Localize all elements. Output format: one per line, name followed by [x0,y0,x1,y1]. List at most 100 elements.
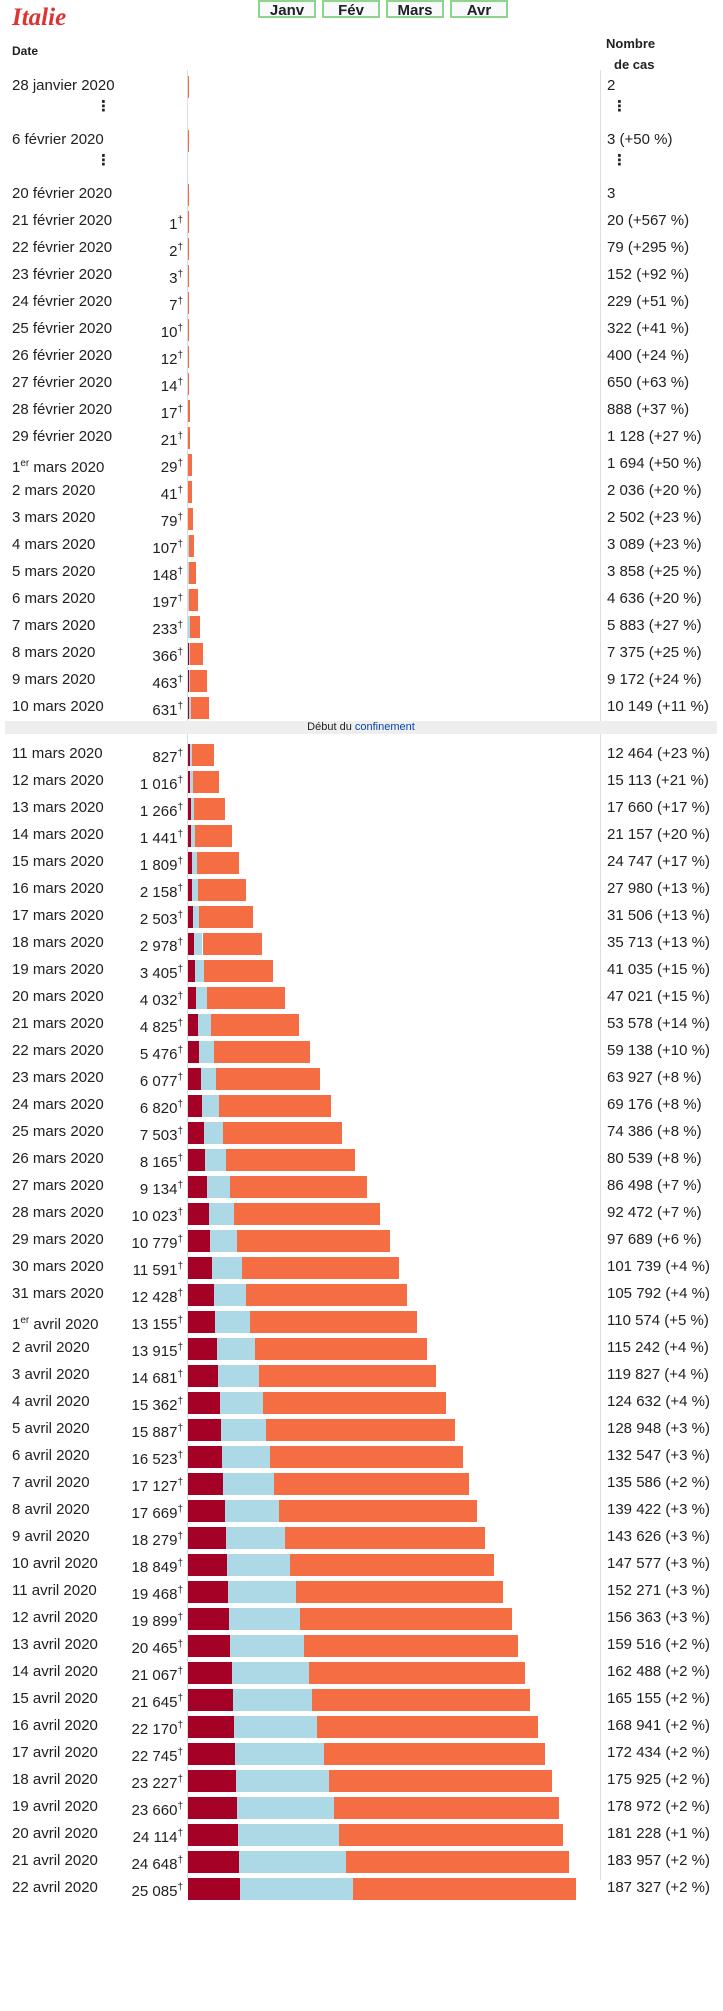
row-deaths: 22 745† [131,1747,183,1765]
chart-right-divider [600,70,601,1880]
ellipsis-marker: ⋮ [96,152,111,169]
row-deaths: 10 023† [131,1207,183,1225]
row-deaths: 11 591† [132,1261,183,1279]
bar-deaths [188,1014,198,1036]
row-cases: 888 (+37 %) [607,401,690,418]
row-date: 2 mars 2020 [12,482,96,499]
bar-active [323,1743,546,1765]
row-date: 8 mars 2020 [12,644,96,661]
table-row: 12 mars 2020 1 016† 15 113 (+21 %) [0,767,723,794]
row-date: 9 avril 2020 [12,1528,90,1545]
table-row: 15 avril 2020 21 645† 165 155 (+2 %) [0,1685,723,1712]
row-cases: 132 547 (+3 %) [607,1447,710,1464]
row-cases: 135 586 (+2 %) [607,1474,710,1491]
bar-deaths [188,1608,230,1630]
date-column-header: Date [12,44,39,58]
bar-active [188,211,189,233]
bar-deaths [188,589,189,611]
row-deaths: 29† [160,458,183,476]
row-cases: 110 574 (+5 %) [607,1312,709,1329]
month-button-fev[interactable]: Fév [322,0,380,19]
bar-active [188,481,193,503]
bar-active [246,1284,408,1306]
bar-active [188,184,189,206]
bar-recovered [197,1014,211,1036]
month-button-avr[interactable]: Avr [450,0,508,19]
bar-recovered [190,825,196,847]
table-row: 7 mars 2020 233† 5 883 (+27 %) [0,612,723,639]
row-cases: 2 036 (+20 %) [607,482,702,499]
bar-active [188,454,192,476]
row-date: 24 février 2020 [12,293,113,310]
row-date: 20 mars 2020 [12,988,104,1005]
bar-recovered [196,987,207,1009]
bar-deaths [188,987,197,1009]
month-button-janv[interactable]: Janv [258,0,316,19]
bar-active [234,1203,380,1225]
row-date: 3 mars 2020 [12,509,96,526]
row-deaths: 23 227† [131,1774,183,1792]
row-date: 26 février 2020 [12,347,113,364]
row-date: 11 avril 2020 [12,1582,97,1599]
row-date: 30 mars 2020 [12,1258,104,1275]
page-title: Italie [12,4,67,31]
bar-deaths [188,1500,225,1522]
row-cases: 101 739 (+4 %) [607,1258,710,1275]
row-date: 12 avril 2020 [12,1609,98,1626]
bar-active [190,643,204,665]
table-row: 27 février 2020 14† 650 (+63 %) [0,369,723,396]
table-row: 21 mars 2020 4 825† 53 578 (+14 %) [0,1010,723,1037]
row-date: 16 avril 2020 [12,1717,98,1734]
row-cases: 7 375 (+25 %) [607,644,702,661]
row-deaths: 18 849† [131,1558,183,1576]
row-cases: 105 792 (+4 %) [607,1285,710,1302]
bar-active [189,616,201,638]
bar-deaths [188,1257,212,1279]
row-deaths: 21 645† [131,1693,183,1711]
bar-active [263,1392,447,1414]
table-row: 3 avril 2020 14 681† 119 827 (+4 %) [0,1361,723,1388]
row-date: 22 février 2020 [12,239,113,256]
row-deaths: 4 032† [139,991,183,1009]
bar-recovered [227,1554,291,1576]
bar-active [284,1527,486,1549]
row-deaths: 24 648† [131,1855,183,1873]
row-cases: 3 089 (+23 %) [607,536,702,553]
row-cases: 178 972 (+2 %) [607,1798,710,1815]
row-cases: 15 113 (+21 %) [607,772,709,789]
row-deaths: 2† [169,242,183,260]
lockdown-link[interactable]: confinement [354,721,415,733]
row-deaths: 8 165† [139,1153,183,1171]
row-cases: 59 138 (+10 %) [607,1042,710,1059]
bar-active [303,1635,519,1657]
bar-deaths [188,960,196,982]
bar-active [308,1662,525,1684]
bar-recovered [236,1770,330,1792]
row-date: 1er avril 2020 [12,1315,99,1333]
bar-deaths [188,1527,226,1549]
row-deaths: 107† [152,539,183,557]
bar-deaths [188,1284,214,1306]
row-deaths: 19 899† [131,1612,183,1630]
row-date: 23 février 2020 [12,266,113,283]
bar-recovered [188,589,190,611]
row-date: 3 avril 2020 [12,1366,90,1383]
bar-deaths [188,1365,219,1387]
bar-active [188,292,189,314]
month-button-mars[interactable]: Mars [386,0,444,19]
row-deaths: 13 155† [131,1315,183,1333]
bar-deaths [188,771,191,793]
row-deaths: 15 362† [131,1396,183,1414]
row-cases: 124 632 (+4 %) [607,1393,710,1410]
row-deaths: 7† [169,296,183,314]
table-row: 11 avril 2020 19 468† 152 271 (+3 %) [0,1577,723,1604]
row-cases: 115 242 (+4 %) [607,1339,709,1356]
table-row: 8 mars 2020 366† 7 375 (+25 %) [0,639,723,666]
row-cases: 3 858 (+25 %) [607,563,702,580]
bar-recovered [208,1203,235,1225]
row-date: 5 mars 2020 [12,563,96,580]
row-date: 22 avril 2020 [12,1879,98,1896]
table-row: 18 mars 2020 2 978† 35 713 (+13 %) [0,929,723,956]
table-row: 1er avril 2020 13 155† 110 574 (+5 %) [0,1307,723,1334]
row-date: 9 mars 2020 [12,671,96,688]
